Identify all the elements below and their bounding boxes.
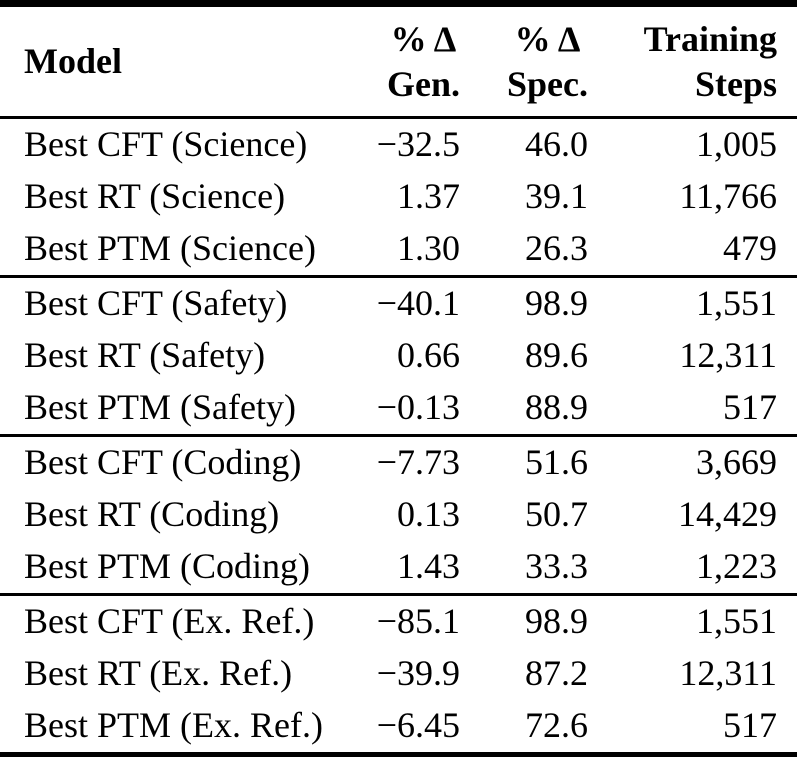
steps-cell: 517: [723, 705, 777, 746]
model-cell: Best RT (Ex. Ref.): [24, 653, 293, 694]
model-cell: Best CFT (Ex. Ref.): [24, 601, 315, 642]
col-header-spec: % Δ Spec.: [460, 4, 590, 118]
spec-cell: 87.2: [525, 653, 588, 694]
table-row: Best CFT (Coding) −7.73 51.6 3,669: [0, 436, 797, 490]
table-row: Best CFT (Science) −32.5 46.0 1,005: [0, 118, 797, 172]
spec-cell: 98.9: [525, 601, 588, 642]
gen-cell: −40.1: [376, 283, 460, 324]
steps-cell: 12,311: [679, 653, 777, 694]
col-header-gen-block: % Δ Gen.: [387, 17, 460, 107]
steps-cell: 1,223: [696, 546, 777, 587]
gen-cell: −6.45: [376, 705, 460, 746]
model-cell: Best CFT (Safety): [24, 283, 288, 324]
model-cell: Best CFT (Science): [24, 124, 308, 165]
col-header-training-line1: Training: [643, 18, 777, 59]
col-header-spec-block: % Δ Spec.: [507, 17, 588, 107]
spec-cell: 39.1: [525, 176, 588, 217]
steps-cell: 14,429: [678, 494, 777, 535]
gen-cell: −85.1: [376, 601, 460, 642]
steps-cell: 3,669: [696, 442, 777, 483]
group-safety: Best CFT (Safety) −40.1 98.9 1,551 Best …: [0, 276, 797, 436]
steps-cell: 11,766: [679, 176, 777, 217]
spec-cell: 72.6: [525, 705, 588, 746]
spec-cell: 26.3: [525, 228, 588, 269]
steps-cell: 1,551: [696, 283, 777, 324]
gen-cell: −39.9: [376, 653, 460, 694]
col-header-model: Model: [24, 40, 122, 81]
spec-cell: 46.0: [525, 124, 588, 165]
model-cell: Best PTM (Ex. Ref.): [24, 705, 323, 746]
col-header-training-steps-block: Training Steps: [644, 17, 777, 107]
col-header-gen: % Δ Gen.: [362, 4, 460, 118]
gen-cell: 1.30: [397, 228, 460, 269]
table-row: Best PTM (Science) 1.30 26.3 479: [0, 223, 797, 277]
gen-cell: −0.13: [376, 387, 460, 428]
spec-cell: 89.6: [525, 335, 588, 376]
table-row: Best PTM (Ex. Ref.) −6.45 72.6 517: [0, 700, 797, 755]
model-cell: Best RT (Safety): [24, 335, 266, 376]
table-row: Best CFT (Ex. Ref.) −85.1 98.9 1,551: [0, 595, 797, 649]
table-row: Best PTM (Coding) 1.43 33.3 1,223: [0, 541, 797, 595]
spec-cell: 50.7: [525, 494, 588, 535]
steps-cell: 12,311: [679, 335, 777, 376]
col-header-training-steps: Training Steps: [590, 4, 797, 118]
model-cell: Best PTM (Science): [24, 228, 316, 269]
steps-cell: 479: [723, 228, 777, 269]
gen-cell: 0.13: [397, 494, 460, 535]
steps-cell: 1,551: [696, 601, 777, 642]
table-row: Best RT (Ex. Ref.) −39.9 87.2 12,311: [0, 648, 797, 700]
col-header-gen-line1: % Δ: [390, 18, 457, 59]
steps-cell: 1,005: [696, 124, 777, 165]
table-row: Best RT (Safety) 0.66 89.6 12,311: [0, 330, 797, 382]
model-cell: Best PTM (Coding): [24, 546, 311, 587]
table-header: Model % Δ Gen. % Δ Spec. Training: [0, 4, 797, 118]
gen-cell: 1.37: [397, 176, 460, 217]
gen-cell: 1.43: [397, 546, 460, 587]
model-cell: Best PTM (Safety): [24, 387, 296, 428]
steps-cell: 517: [723, 387, 777, 428]
col-header-spec-line1: % Δ: [514, 18, 581, 59]
table-row: Best RT (Coding) 0.13 50.7 14,429: [0, 489, 797, 541]
table-row: Best CFT (Safety) −40.1 98.9 1,551: [0, 277, 797, 331]
header-row: Model % Δ Gen. % Δ Spec. Training: [0, 4, 797, 118]
col-header-spec-line2: Spec.: [507, 63, 588, 104]
group-coding: Best CFT (Coding) −7.73 51.6 3,669 Best …: [0, 435, 797, 595]
group-ex-ref: Best CFT (Ex. Ref.) −85.1 98.9 1,551 Bes…: [0, 594, 797, 755]
table-row: Best RT (Science) 1.37 39.1 11,766: [0, 171, 797, 223]
model-cell: Best CFT (Coding): [24, 442, 302, 483]
col-header-training-line2: Steps: [694, 63, 777, 104]
spec-cell: 88.9: [525, 387, 588, 428]
group-science: Best CFT (Science) −32.5 46.0 1,005 Best…: [0, 118, 797, 277]
gen-cell: 0.66: [397, 335, 460, 376]
spec-cell: 33.3: [525, 546, 588, 587]
table-row: Best PTM (Safety) −0.13 88.9 517: [0, 382, 797, 436]
col-header-gen-line2: Gen.: [386, 63, 460, 104]
model-cell: Best RT (Coding): [24, 494, 280, 535]
spec-cell: 98.9: [525, 283, 588, 324]
gen-cell: −7.73: [376, 442, 460, 483]
gen-cell: −32.5: [376, 124, 460, 165]
model-cell: Best RT (Science): [24, 176, 286, 217]
spec-cell: 51.6: [525, 442, 588, 483]
